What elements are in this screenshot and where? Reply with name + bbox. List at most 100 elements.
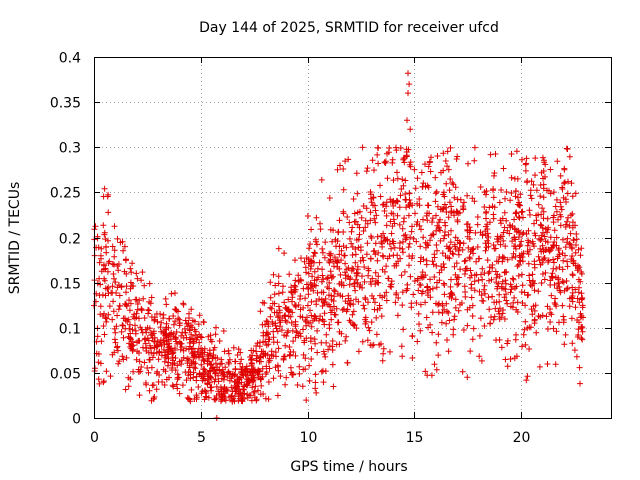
data-point bbox=[476, 353, 483, 360]
data-point bbox=[383, 289, 390, 296]
data-point bbox=[474, 244, 481, 250]
data-point bbox=[191, 360, 197, 367]
data-point bbox=[207, 336, 214, 343]
data-point bbox=[514, 263, 521, 270]
data-point bbox=[252, 369, 259, 375]
data-point bbox=[353, 296, 359, 303]
y-tick-label: 0.2 bbox=[59, 232, 81, 248]
data-point bbox=[494, 236, 501, 243]
data-point bbox=[377, 182, 383, 189]
data-point bbox=[101, 185, 108, 192]
data-point bbox=[323, 331, 330, 338]
data-point bbox=[472, 229, 479, 236]
data-point bbox=[110, 298, 117, 305]
data-point bbox=[147, 345, 154, 352]
data-point bbox=[405, 244, 412, 251]
data-point bbox=[403, 152, 410, 159]
data-point bbox=[172, 306, 179, 313]
data-point bbox=[286, 271, 293, 278]
data-point bbox=[257, 391, 264, 398]
data-point bbox=[435, 224, 442, 231]
data-point bbox=[205, 394, 212, 401]
data-point bbox=[205, 376, 212, 383]
data-point bbox=[463, 265, 470, 272]
data-point bbox=[346, 317, 353, 324]
data-point bbox=[400, 218, 407, 225]
data-point bbox=[477, 184, 484, 190]
data-point bbox=[168, 290, 175, 297]
data-point bbox=[445, 348, 452, 355]
data-point bbox=[503, 217, 510, 224]
data-point bbox=[540, 208, 547, 215]
data-point bbox=[406, 190, 413, 197]
data-point bbox=[560, 313, 567, 320]
data-point bbox=[356, 283, 363, 290]
data-point bbox=[170, 357, 176, 364]
data-point bbox=[468, 281, 475, 288]
data-point bbox=[409, 223, 415, 230]
data-point bbox=[127, 285, 134, 292]
data-point bbox=[283, 374, 290, 381]
data-point bbox=[105, 209, 112, 216]
data-point bbox=[305, 291, 312, 298]
data-point bbox=[460, 327, 467, 333]
data-point bbox=[248, 372, 255, 379]
data-point bbox=[442, 253, 449, 259]
data-point bbox=[545, 257, 552, 264]
data-point bbox=[532, 155, 539, 162]
data-point bbox=[270, 375, 277, 382]
data-point bbox=[139, 269, 146, 276]
data-point bbox=[538, 169, 545, 176]
data-point bbox=[292, 321, 299, 328]
data-point bbox=[406, 240, 413, 247]
data-point bbox=[509, 238, 516, 245]
data-point bbox=[96, 275, 103, 282]
data-point bbox=[334, 259, 341, 266]
data-point bbox=[562, 331, 569, 338]
data-point bbox=[149, 354, 156, 361]
data-point bbox=[345, 156, 352, 163]
data-point bbox=[456, 244, 463, 251]
data-point bbox=[570, 237, 577, 244]
data-point bbox=[468, 272, 475, 279]
data-point bbox=[437, 216, 443, 223]
data-point bbox=[275, 245, 282, 252]
data-point bbox=[116, 292, 123, 299]
data-point bbox=[171, 360, 178, 367]
data-point bbox=[275, 345, 282, 352]
data-point bbox=[313, 298, 320, 304]
data-point bbox=[501, 254, 507, 261]
data-point bbox=[307, 338, 314, 345]
data-point bbox=[448, 209, 454, 216]
data-point bbox=[417, 301, 424, 308]
data-point bbox=[507, 197, 514, 204]
data-point bbox=[357, 257, 364, 264]
data-point bbox=[481, 270, 488, 276]
data-point bbox=[258, 358, 264, 365]
data-point bbox=[433, 300, 439, 307]
data-point bbox=[368, 199, 375, 206]
data-point bbox=[522, 341, 529, 348]
data-point bbox=[509, 223, 516, 230]
data-point bbox=[378, 313, 385, 320]
data-point bbox=[577, 310, 584, 317]
data-point bbox=[452, 243, 458, 250]
data-point bbox=[550, 325, 557, 332]
data-point bbox=[197, 351, 204, 358]
data-point bbox=[138, 307, 145, 314]
data-point bbox=[476, 332, 483, 339]
data-point bbox=[424, 284, 430, 291]
data-point bbox=[487, 151, 494, 158]
data-point bbox=[248, 397, 255, 404]
data-point bbox=[364, 240, 371, 247]
data-point bbox=[454, 281, 461, 288]
data-point bbox=[537, 237, 544, 243]
data-point bbox=[200, 375, 207, 382]
data-point bbox=[429, 329, 436, 336]
data-point bbox=[257, 308, 264, 315]
data-point bbox=[292, 334, 299, 341]
data-point bbox=[306, 362, 313, 369]
data-point bbox=[444, 148, 451, 155]
data-point bbox=[572, 249, 579, 256]
data-point bbox=[551, 281, 558, 288]
